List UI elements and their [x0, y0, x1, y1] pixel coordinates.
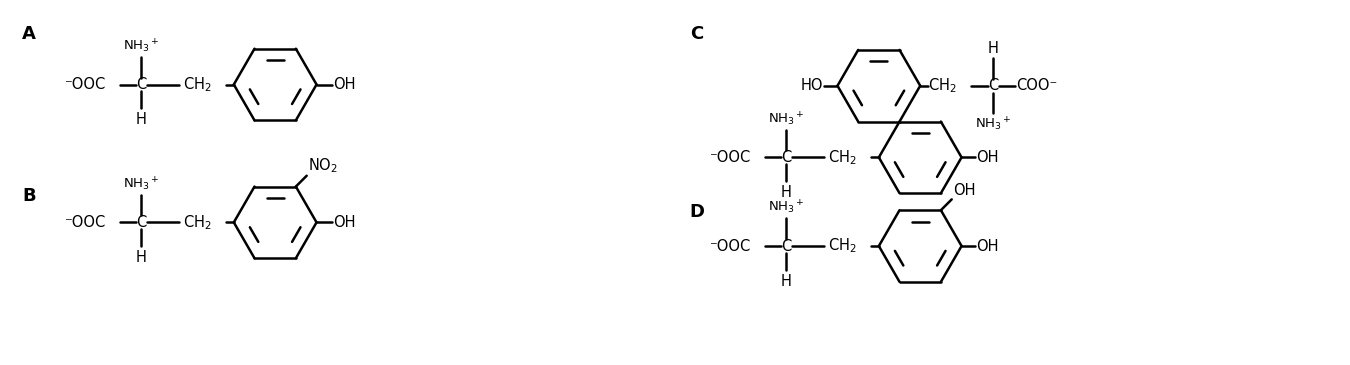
Text: CH$_2$: CH$_2$	[927, 76, 957, 95]
Text: NH$_3$$^+$: NH$_3$$^+$	[768, 199, 805, 216]
Text: D: D	[690, 203, 705, 221]
Text: H: H	[136, 250, 147, 265]
Text: OH: OH	[333, 77, 356, 92]
Text: CH$_2$: CH$_2$	[828, 148, 856, 167]
Text: ⁻OOC: ⁻OOC	[710, 238, 751, 254]
Text: H: H	[136, 112, 147, 127]
Text: COO⁻: COO⁻	[1015, 78, 1057, 93]
Text: HO: HO	[801, 78, 822, 93]
Text: ⁻OOC: ⁻OOC	[65, 215, 105, 230]
Text: CH$_2$: CH$_2$	[828, 237, 856, 256]
Text: OH: OH	[953, 183, 975, 199]
Text: C: C	[136, 215, 146, 230]
Text: H: H	[780, 185, 791, 200]
Text: NO$_2$: NO$_2$	[308, 156, 338, 175]
Text: NH$_3$$^+$: NH$_3$$^+$	[768, 111, 805, 128]
Text: H: H	[988, 41, 999, 56]
Text: C: C	[136, 77, 146, 92]
Text: NH$_3$$^+$: NH$_3$$^+$	[123, 176, 159, 193]
Text: C: C	[782, 238, 791, 254]
Text: B: B	[22, 187, 35, 205]
Text: A: A	[22, 26, 36, 43]
Text: OH: OH	[976, 238, 999, 254]
Text: NH$_3$$^+$: NH$_3$$^+$	[123, 38, 159, 55]
Text: CH$_2$: CH$_2$	[182, 75, 212, 94]
Text: C: C	[988, 78, 998, 93]
Text: OH: OH	[976, 150, 999, 165]
Text: H: H	[780, 274, 791, 289]
Text: OH: OH	[333, 215, 356, 230]
Text: CH$_2$: CH$_2$	[182, 213, 212, 232]
Text: ⁻OOC: ⁻OOC	[65, 77, 105, 92]
Text: NH$_3$$^+$: NH$_3$$^+$	[975, 115, 1011, 133]
Text: C: C	[782, 150, 791, 165]
Text: ⁻OOC: ⁻OOC	[710, 150, 751, 165]
Text: C: C	[690, 26, 703, 43]
